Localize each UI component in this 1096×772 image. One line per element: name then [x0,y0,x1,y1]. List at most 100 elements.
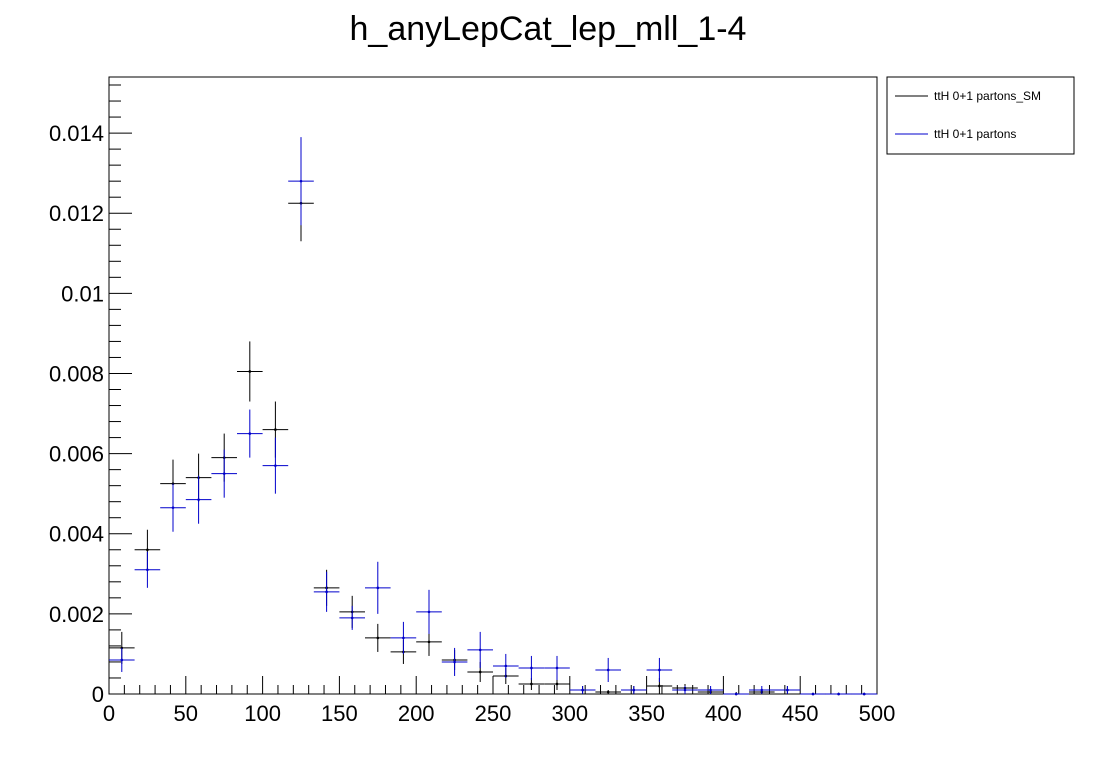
data-point [595,657,622,682]
data-point [467,631,494,668]
data-point [390,621,417,654]
point-marker [632,688,636,692]
point-marker [760,688,764,692]
x-tick-label: 50 [174,701,198,726]
point-marker [862,692,866,696]
y-tick-label: 0.014 [49,121,104,146]
data-point [492,653,519,678]
point-marker [530,666,533,670]
point-marker [146,568,149,572]
data-point [595,689,622,694]
data-point [160,483,186,532]
point-marker [222,472,226,475]
series-ttH [108,137,878,696]
x-tick-label: 450 [782,701,819,726]
point-marker [248,432,252,435]
point-marker [197,498,200,501]
data-point [108,647,135,672]
point-marker [427,610,431,614]
point-marker [376,636,380,640]
point-marker [606,690,610,694]
point-marker [350,616,354,620]
x-tick-label: 150 [321,701,358,726]
y-tick-label: 0.004 [49,522,104,547]
point-marker [146,548,149,552]
point-marker [555,682,559,686]
y-tick-label: 0.012 [49,201,104,226]
point-marker [376,586,380,590]
legend: ttH 0+1 partons_SM ttH 0+1 partons [886,76,1075,155]
point-marker [658,668,661,672]
point-marker [530,682,533,686]
point-marker [402,636,405,640]
data-point [134,551,161,588]
x-tick-label: 0 [103,701,115,726]
chart-title: h_anyLepCat_lep_mll_1-4 [350,10,747,48]
x-tick-label: 500 [859,701,896,726]
legend-label-bsm: ttH 0+1 partons [934,127,1016,141]
x-axis: 0 50 100 150 200 250 300 350 400 450 500 [103,676,895,726]
point-marker [453,660,456,664]
x-tick-label: 250 [475,701,512,726]
point-marker [274,464,277,467]
data-point [697,685,724,694]
data-point [441,647,468,676]
point-marker [709,688,712,692]
data-point [364,561,391,614]
x-tick-label: 400 [705,701,742,726]
point-marker [299,179,303,183]
data-point [364,623,391,652]
x-tick-label: 350 [628,701,665,726]
data-point [262,437,289,494]
point-marker [274,428,277,431]
data-point [672,685,698,694]
data-point [569,685,596,694]
data-point [339,605,365,630]
point-marker [683,688,687,692]
data-point [646,657,673,682]
point-marker [504,664,508,668]
y-tick-label: 0.01 [61,281,104,306]
plot-frame [108,76,878,695]
x-tick-label: 100 [244,701,281,726]
point-marker [478,648,482,652]
point-marker [248,370,252,373]
data-point [237,341,263,402]
series-ttH-sm [108,165,878,696]
point-marker [811,692,815,696]
data-point [467,661,494,682]
point-marker [786,688,789,692]
point-marker [658,684,661,688]
point-marker [837,692,840,696]
data-point [185,475,212,524]
x-tick-label: 200 [398,701,435,726]
point-marker [171,506,175,509]
data-point [237,409,263,458]
data-point [748,685,775,694]
point-marker [325,590,328,594]
y-tick-label: 0.006 [49,442,104,467]
point-marker [478,670,482,674]
data-point [800,692,826,696]
point-marker [581,688,584,692]
legend-label-sm: ttH 0+1 partons_SM [934,89,1041,103]
point-marker [427,640,431,644]
point-marker [734,692,738,696]
y-tick-label: 0.008 [49,361,104,386]
point-marker [606,668,610,672]
data-point [825,692,852,696]
data-point [851,692,878,696]
y-axis: 0 0.002 0.004 0.006 0.008 0.01 0.012 0.014 [49,84,132,707]
data-point [723,692,749,696]
point-marker [120,658,124,662]
y-tick-label: 0 [92,682,104,707]
data-point [211,449,238,498]
data-point [774,685,801,694]
data-point [416,589,442,634]
data-series-layer [108,137,878,696]
data-point [518,655,545,680]
y-tick-label: 0.002 [49,602,104,627]
x-tick-label: 300 [551,701,588,726]
point-marker [555,666,559,670]
